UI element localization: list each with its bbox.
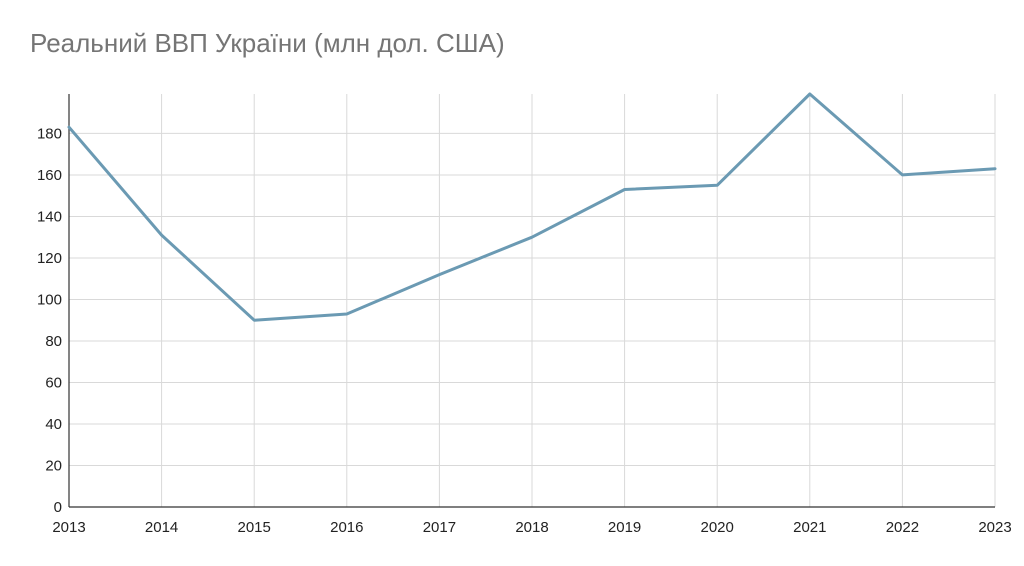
- y-tick-label: 160: [37, 167, 62, 184]
- x-tick-label: 2022: [886, 519, 919, 536]
- y-tick-label: 140: [37, 208, 62, 225]
- x-tick-label: 2021: [793, 519, 826, 536]
- y-tick-label: 0: [54, 499, 62, 516]
- x-tick-label: 2016: [330, 519, 363, 536]
- y-tick-label: 60: [45, 374, 62, 391]
- x-tick-label: 2020: [701, 519, 734, 536]
- x-tick-label: 2017: [423, 519, 456, 536]
- y-tick-label: 40: [45, 416, 62, 433]
- x-tick-label: 2019: [608, 519, 641, 536]
- series-line: [67, 92, 997, 322]
- x-tick-label: 2014: [145, 519, 178, 536]
- x-tick-label: 2018: [515, 519, 548, 536]
- x-tick-label: 2023: [978, 519, 1011, 536]
- y-tick-label: 100: [37, 291, 62, 308]
- y-tick-label: 180: [37, 125, 62, 142]
- y-tick-label: 20: [45, 457, 62, 474]
- y-tick-label: 120: [37, 250, 62, 267]
- x-tick-label: 2015: [238, 519, 271, 536]
- y-tick-label: 80: [45, 333, 62, 350]
- chart-title: Реальний ВВП України (млн дол. США): [30, 28, 505, 58]
- x-tick-label: 2013: [52, 519, 85, 536]
